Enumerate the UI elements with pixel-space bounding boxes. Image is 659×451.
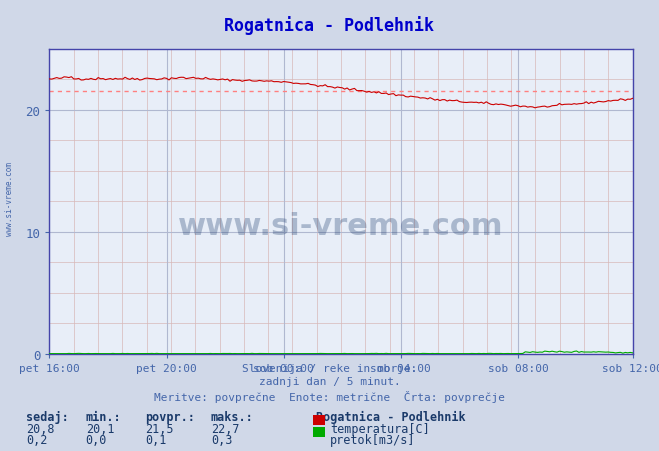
Text: 0,2: 0,2 [26, 433, 47, 446]
Text: 22,7: 22,7 [211, 422, 239, 435]
Text: min.:: min.: [86, 410, 121, 423]
Text: pretok[m3/s]: pretok[m3/s] [330, 433, 416, 446]
Text: 20,8: 20,8 [26, 422, 55, 435]
Text: www.si-vreme.com: www.si-vreme.com [5, 161, 14, 235]
Text: sedaj:: sedaj: [26, 410, 69, 423]
Text: www.si-vreme.com: www.si-vreme.com [179, 212, 503, 241]
Text: povpr.:: povpr.: [145, 410, 195, 423]
Text: 0,0: 0,0 [86, 433, 107, 446]
Text: Slovenija / reke in morje.: Slovenija / reke in morje. [242, 363, 417, 373]
Text: temperatura[C]: temperatura[C] [330, 422, 430, 435]
Text: zadnji dan / 5 minut.: zadnji dan / 5 minut. [258, 377, 401, 387]
Text: maks.:: maks.: [211, 410, 254, 423]
Text: Rogatnica - Podlehnik: Rogatnica - Podlehnik [225, 16, 434, 35]
Text: 0,1: 0,1 [145, 433, 166, 446]
Text: 21,5: 21,5 [145, 422, 173, 435]
Text: Rogatnica - Podlehnik: Rogatnica - Podlehnik [316, 410, 466, 423]
Text: 20,1: 20,1 [86, 422, 114, 435]
Text: 0,3: 0,3 [211, 433, 232, 446]
Text: Meritve: povprečne  Enote: metrične  Črta: povprečje: Meritve: povprečne Enote: metrične Črta:… [154, 390, 505, 402]
